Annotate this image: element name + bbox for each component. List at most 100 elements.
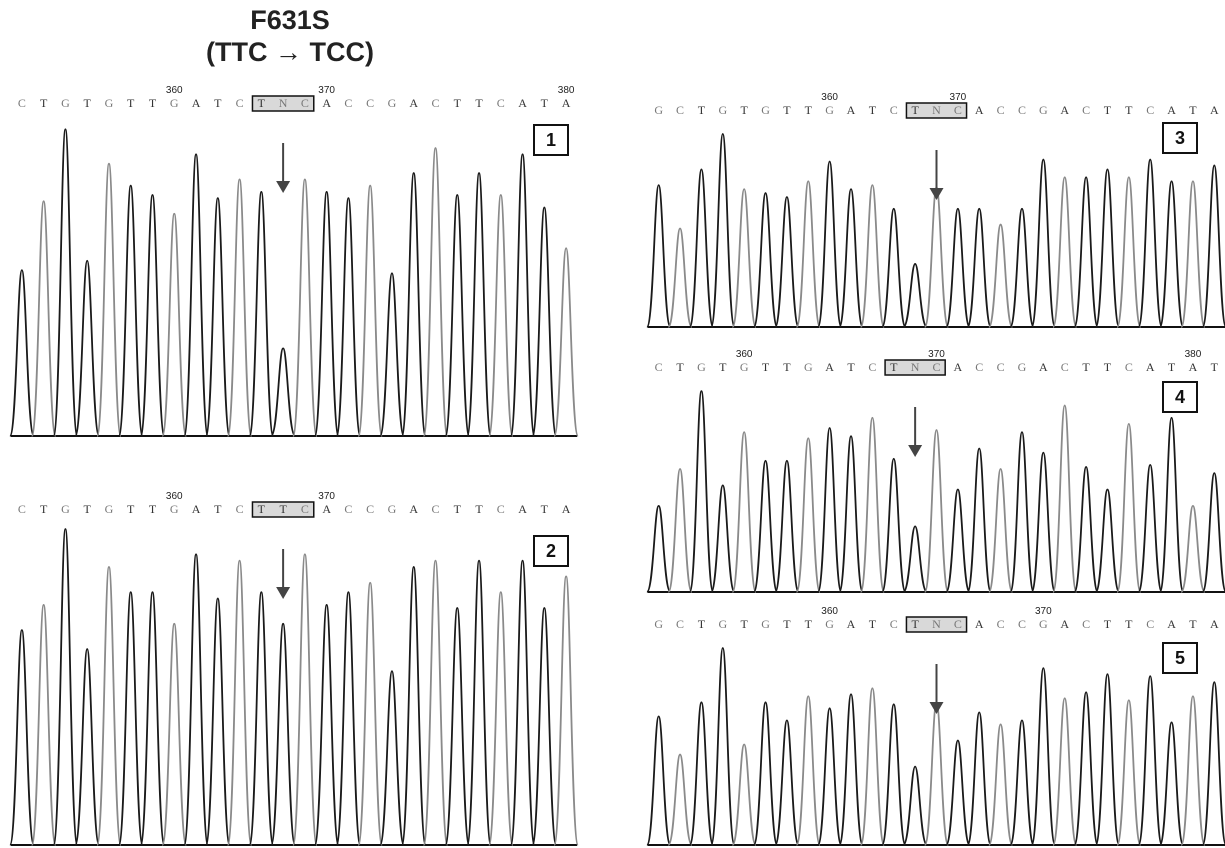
position-label: 360 [736,349,753,360]
base-call: G [61,502,70,516]
base-call: C [676,103,684,117]
base-call: C [1146,103,1154,117]
base-call: T [1211,360,1219,374]
base-call: T [454,502,462,516]
base-call: G [825,617,834,631]
base-call: T [740,617,748,631]
chromatogram-peak [1094,168,1121,328]
position-label: 370 [1035,606,1052,617]
base-call: T [127,502,135,516]
chromatogram-peak [248,190,275,437]
base-call: G [654,103,663,117]
base-call: C [1125,360,1133,374]
chromatogram-peak [1201,164,1225,328]
chromatogram-peak [1137,675,1163,846]
chromatogram-peak [881,703,907,846]
chromatogram-peak [400,172,427,437]
base-call: A [1167,617,1176,631]
chromatogram-peak [1201,681,1225,846]
chromatogram-peak [731,188,757,328]
chromatogram-peak [1009,719,1035,846]
base-call: T [214,502,222,516]
base-call: T [1082,360,1090,374]
chromatogram-peak [987,223,1014,328]
base-call: G [804,360,813,374]
chromatogram-panel-3: G C T G T G T T G A T C T N C A C C G A C T T C A T A 360 370 3 [646,84,1225,330]
chromatogram-peak [74,259,101,437]
chromatogram-peak [1009,431,1035,593]
chromatogram-peak [1073,691,1099,846]
mutation-arrow-icon [276,181,291,193]
chromatogram-peak [646,184,672,328]
chromatogram-peak [1137,158,1163,328]
base-call: C [954,617,962,631]
mutation-codon-change: (TTC → TCC) [206,37,374,67]
base-call: C [997,360,1005,374]
base-call: C [431,96,439,110]
chromatogram-peak [1137,463,1163,593]
chromatogram-peak [52,528,79,846]
base-call: T [911,103,919,117]
base-call: A [518,502,527,516]
base-call: A [1060,103,1069,117]
chromatogram-peak [466,172,492,437]
base-call: T [783,103,791,117]
base-call: T [698,103,706,117]
chromatogram-peak [795,695,821,846]
base-call: C [1082,103,1090,117]
base-call: G [697,360,706,374]
chromatogram-peak [859,184,886,328]
chromatogram-panel-5: G C T G T G T T G A T C T N C A C C G A C T T C A T A 360 370 5 [646,598,1225,848]
base-call: T [1104,617,1112,631]
chromatogram-peak [817,707,843,846]
chromatogram-peak [52,128,79,437]
base-call: C [868,360,876,374]
base-call: G [105,502,114,516]
base-call: G [761,103,770,117]
chromatogram-peak [1116,176,1142,328]
base-call: A [409,96,418,110]
base-call: C [301,96,309,110]
chromatogram-peak [204,597,231,846]
base-call: T [1104,360,1112,374]
base-call: G [825,103,834,117]
base-call: C [655,360,663,374]
position-label: 360 [821,92,838,103]
chromatogram-peak [752,459,779,593]
chromatogram-peak [1180,695,1206,846]
base-call: A [1039,360,1048,374]
chromatogram-peak [1073,176,1099,328]
chromatogram-peak [838,435,864,593]
base-call: G [740,360,749,374]
chromatogram-peak [117,184,144,437]
base-call: T [1125,103,1133,117]
chromatogram-peak [710,647,736,846]
base-call: C [301,502,309,516]
chromatogram-panel-2: C T G T G T T G A T C T T C A C C G A C T T C A T A 360 370 2 [9,483,579,848]
base-call: C [1146,617,1154,631]
chromatogram-peak [204,197,231,437]
base-call: A [322,96,331,110]
base-call: G [718,617,727,631]
chromatogram-peak [945,488,971,593]
base-call: C [1018,103,1026,117]
chromatogram-peak [313,190,340,437]
chromatogram-peak [902,765,928,846]
base-call: T [698,617,706,631]
chromatogram-peak [1073,466,1099,593]
chromatogram-peak [444,194,471,437]
base-call: G [170,502,179,516]
base-call: T [541,96,549,110]
base-call: C [236,502,244,516]
chromatogram-peak [731,743,757,846]
base-call: A [192,96,201,110]
chromatogram-peak [817,160,843,328]
base-call: T [40,502,48,516]
base-call: T [869,617,877,631]
base-call: A [847,103,856,117]
base-call: T [1189,103,1197,117]
chromatogram-peak [357,184,384,437]
